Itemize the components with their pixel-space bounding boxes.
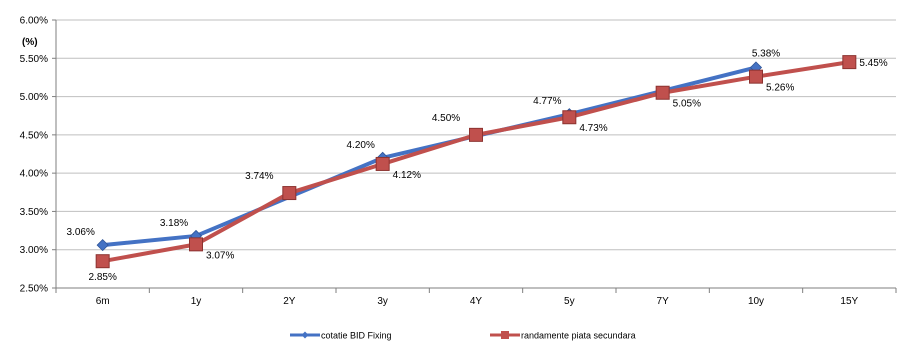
y-tick-label: 6.00% bbox=[20, 16, 48, 27]
x-tick-label: 4Y bbox=[470, 296, 483, 307]
data-label: 3.07% bbox=[206, 250, 234, 261]
data-label: 2.85% bbox=[88, 272, 116, 283]
point-marker bbox=[282, 186, 297, 201]
data-label: 3.74% bbox=[245, 171, 273, 182]
legend-marker-square bbox=[501, 331, 509, 339]
series-layer bbox=[95, 55, 857, 269]
point-marker bbox=[749, 69, 763, 84]
y-tick-label: 4.00% bbox=[20, 169, 48, 180]
x-axis: 6m 1y 2Y 3y 4Y 5y 7Y 10y 15Y bbox=[55, 287, 897, 307]
y-tick-label: 3.00% bbox=[20, 245, 48, 256]
legend-marker-diamond bbox=[301, 331, 309, 339]
point-marker bbox=[842, 55, 857, 70]
data-label: 4.77% bbox=[533, 96, 561, 107]
point-marker bbox=[375, 156, 390, 171]
legend-label: cotatie BID Fixing bbox=[321, 331, 392, 341]
y-axis: 2.50% 3.00% 3.50% 4.00% 4.50% 5.00% 5.50% 6.00% bbox=[20, 16, 57, 295]
point-marker bbox=[189, 237, 203, 252]
data-label: 3.18% bbox=[160, 218, 188, 229]
legend-label: randamente piata secundara bbox=[521, 331, 636, 341]
y-axis-label: (%) bbox=[22, 37, 38, 48]
legend: cotatie BID Fixing randamente piata secun… bbox=[290, 331, 636, 341]
series-randamente bbox=[95, 55, 857, 269]
point-marker bbox=[96, 239, 109, 252]
y-tick-label: 4.50% bbox=[20, 130, 48, 141]
series-line bbox=[102, 60, 850, 264]
x-tick-label: 1y bbox=[191, 296, 202, 307]
data-label: 5.05% bbox=[673, 99, 701, 110]
point-marker bbox=[655, 85, 670, 100]
x-tick-label: 6m bbox=[96, 296, 110, 307]
data-labels: 3.06% 3.18% 4.20% 4.77% 5.38% 2.85% 3.07% 3.74%… bbox=[66, 48, 887, 283]
y-tick-label: 5.00% bbox=[20, 92, 48, 103]
y-tick-label: 2.50% bbox=[20, 284, 48, 295]
point-marker bbox=[562, 110, 577, 125]
data-label: 5.26% bbox=[766, 83, 794, 94]
x-tick-label: 2Y bbox=[283, 296, 296, 307]
point-marker bbox=[95, 254, 110, 269]
x-tick-label: 3y bbox=[377, 296, 388, 307]
y-tick-label: 5.50% bbox=[20, 54, 48, 65]
data-label: 4.20% bbox=[346, 140, 374, 151]
x-tick-label: 10y bbox=[748, 296, 764, 307]
x-tick-label: 5y bbox=[564, 296, 575, 307]
data-label: 5.45% bbox=[859, 58, 887, 69]
y-tick-label: 3.50% bbox=[20, 207, 48, 218]
data-label: 3.06% bbox=[66, 227, 94, 238]
data-label: 5.38% bbox=[752, 48, 780, 59]
x-tick-label: 15Y bbox=[840, 296, 858, 307]
data-label: 4.73% bbox=[579, 123, 607, 134]
data-label: 4.12% bbox=[393, 170, 421, 181]
point-marker bbox=[469, 127, 483, 142]
data-label: 4.50% bbox=[432, 113, 460, 124]
x-tick-label: 7Y bbox=[657, 296, 670, 307]
